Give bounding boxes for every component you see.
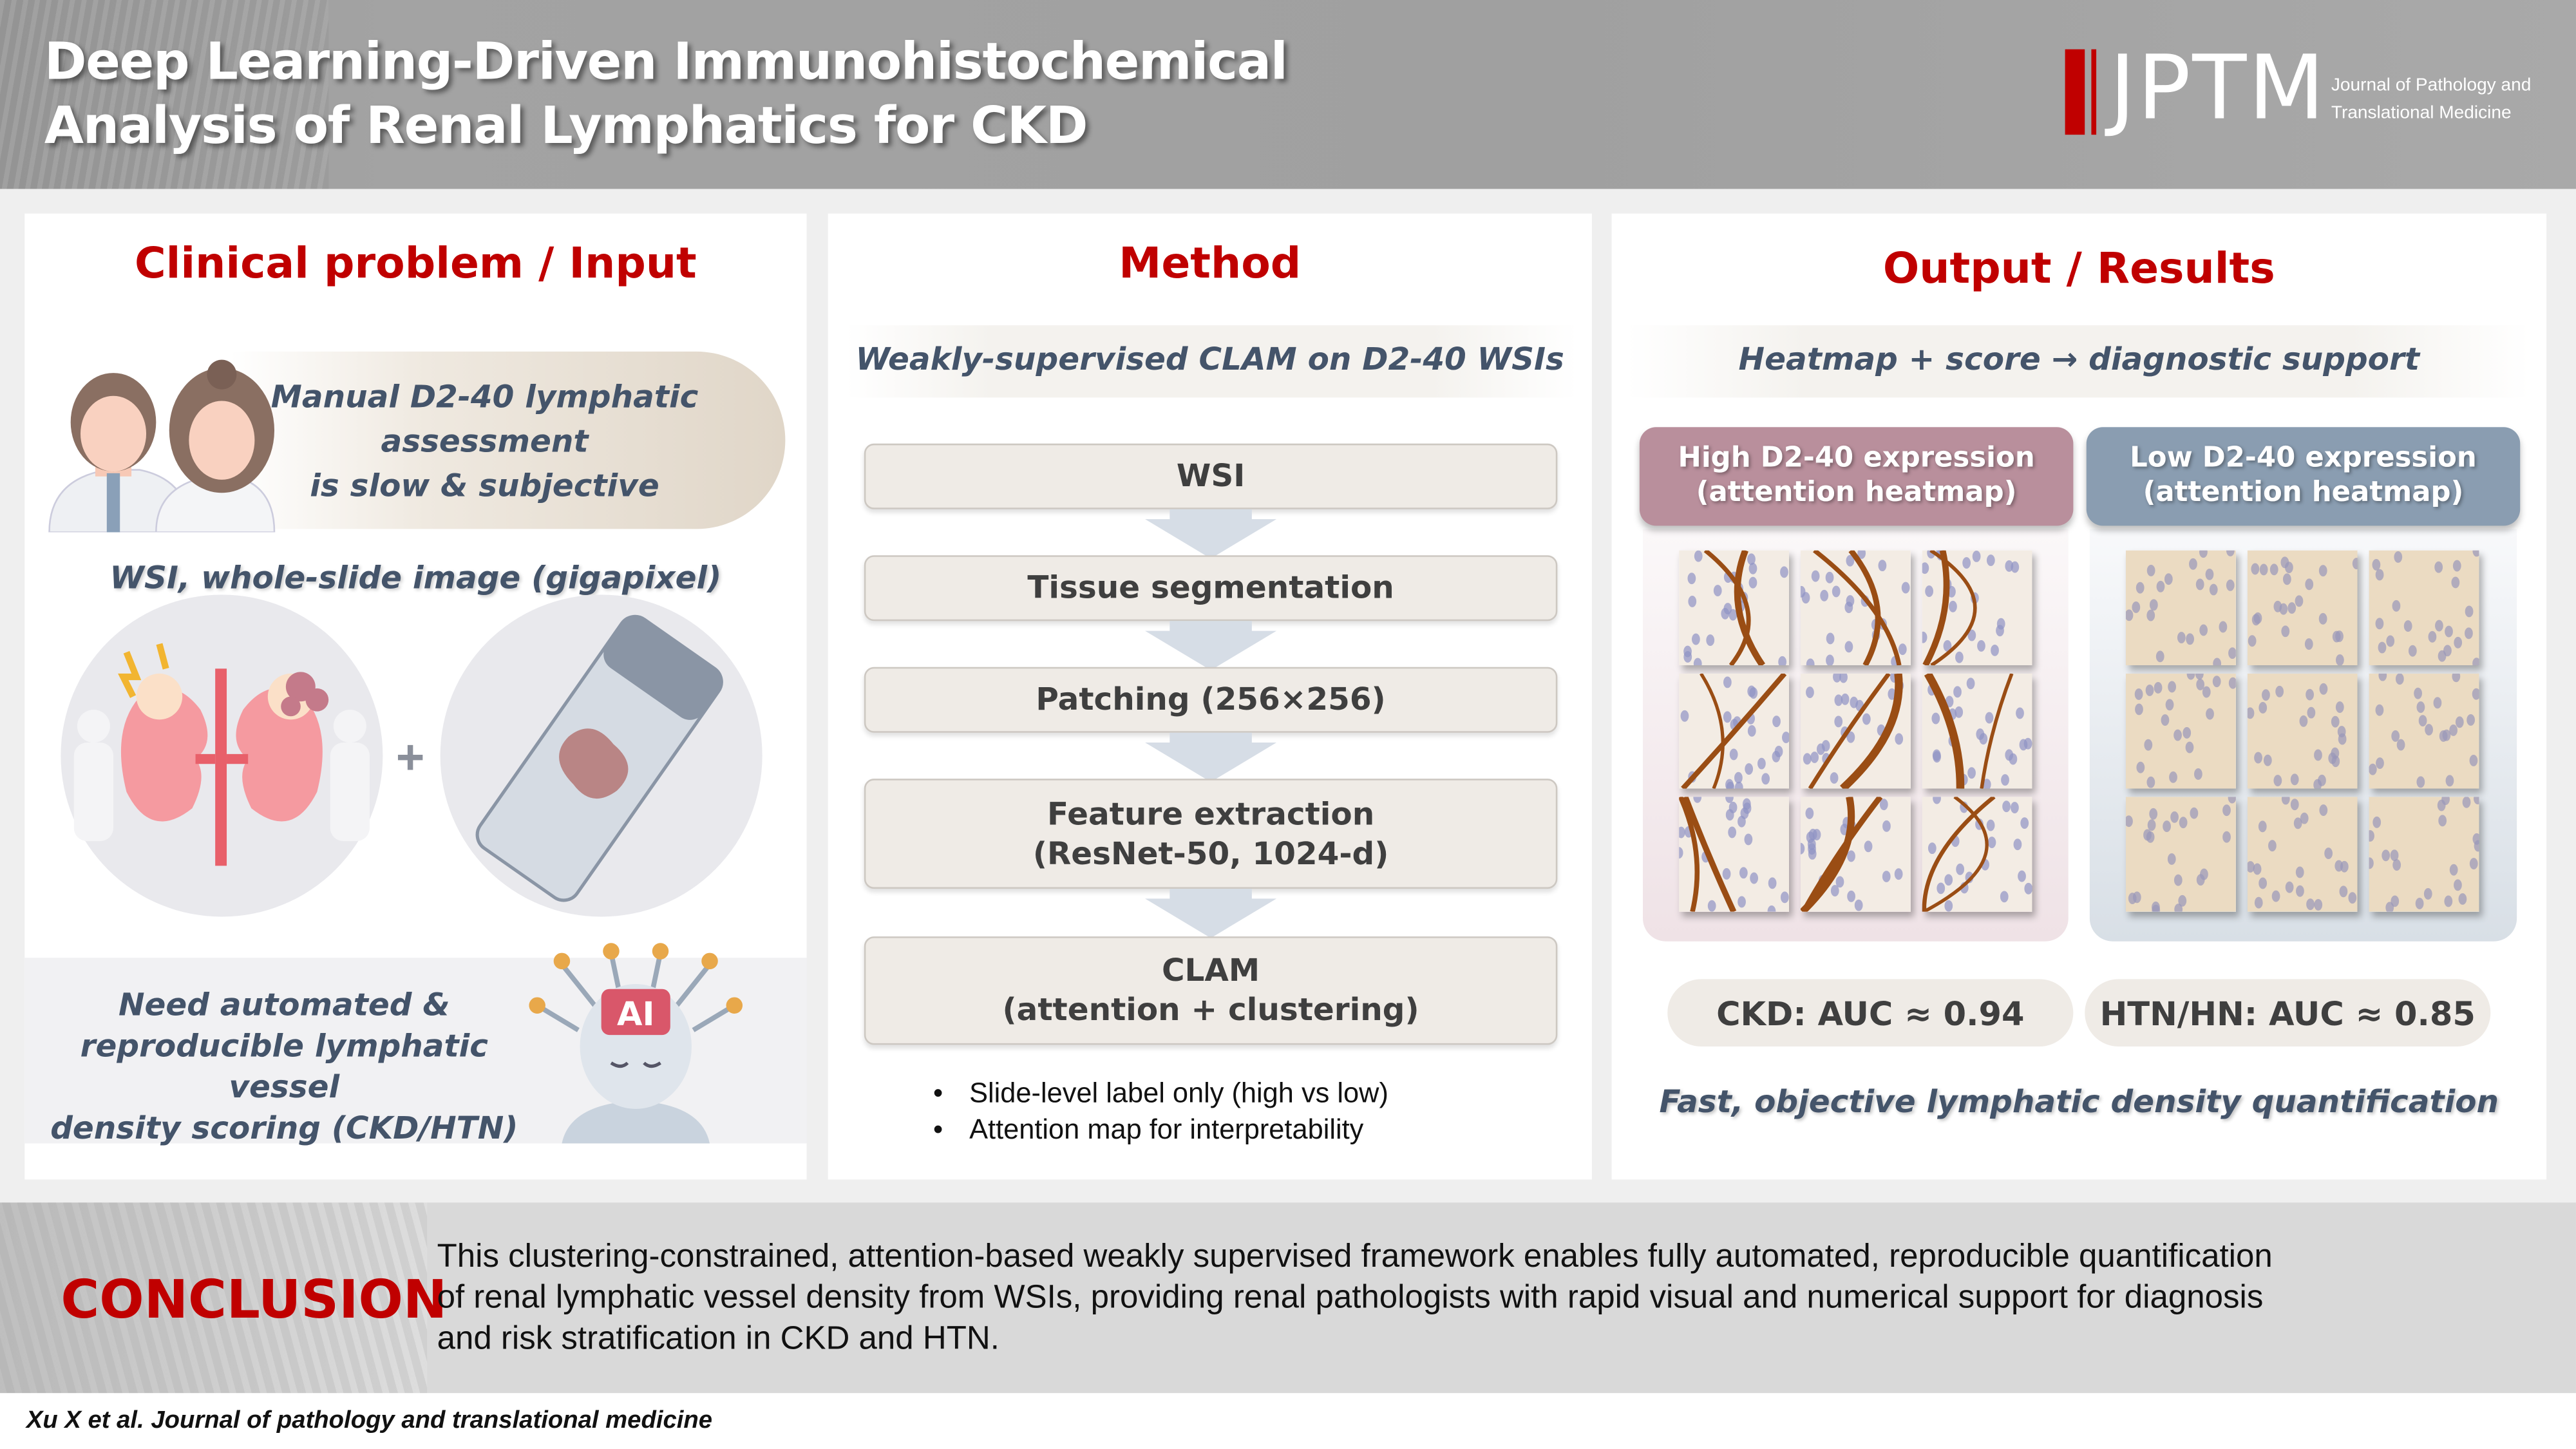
conclusion-line: This clustering-constrained, attention-b…	[437, 1238, 2273, 1275]
high-tiles-box	[1643, 529, 2069, 942]
ihc-tile	[2247, 797, 2358, 912]
need-line: reproducible lymphatic vessel	[80, 1028, 489, 1106]
output-tagline: Fast, objective lymphatic density quanti…	[1659, 1084, 2499, 1121]
step-label: (attention + clustering)	[1002, 992, 1419, 1028]
method-subtitle: Weakly-supervised CLAM on D2-40 WSIs	[855, 341, 1564, 378]
title-line-1: Deep Learning-Driven Immunohistochemical	[44, 33, 1288, 92]
ai-badge: AI	[617, 996, 654, 1034]
ihc-tile	[1922, 797, 2032, 912]
ihc-tile	[1800, 797, 1911, 912]
step-label: Patching (256×256)	[1036, 681, 1386, 718]
need-line: Need automated &	[118, 987, 450, 1024]
panel-output-title: Output / Results	[1882, 245, 2275, 294]
step-label: CLAM	[1161, 952, 1260, 989]
ihc-tile	[2247, 673, 2358, 789]
step-wsi: WSI	[864, 443, 1558, 509]
conclusion-label: CONCLUSION	[61, 1268, 448, 1331]
low-expression-header: Low D2-40 expression (attention heatmap)	[2086, 427, 2521, 526]
header-line: Low D2-40 expression	[2130, 442, 2477, 475]
ckd-auc-badge: CKD: AUC ≈ 0.94	[1667, 979, 2074, 1046]
doctors-icon	[48, 359, 276, 533]
ihc-tile	[2369, 550, 2479, 666]
header-texture	[0, 0, 329, 189]
wsi-caption: WSI, whole-slide image (gigapixel)	[109, 560, 722, 597]
logo-red-bar	[2065, 49, 2085, 135]
htn-auc-badge: HTN/HN: AUC ≈ 0.85	[2085, 979, 2491, 1046]
conclusion-band: CONCLUSION This clustering-constrained, …	[0, 1202, 2576, 1394]
ihc-tile	[1922, 673, 2032, 789]
header-line: (attention heatmap)	[1696, 476, 2017, 509]
step-patching: Patching (256×256)	[864, 667, 1558, 733]
problem-text: Manual D2-40 lymphatic assessment is slo…	[230, 376, 739, 509]
footer: Xu X et al. Journal of pathology and tra…	[0, 1393, 2576, 1449]
bullet-item: Slide-level label only (high vs low)	[933, 1077, 1388, 1110]
header-banner: Deep Learning-Driven Immunohistochemical…	[0, 0, 2576, 189]
need-line: density scoring (CKD/HTN)	[50, 1110, 518, 1147]
header-line: (attention heatmap)	[2143, 476, 2464, 509]
ihc-tile	[1922, 550, 2032, 666]
need-text: Need automated & reproducible lymphatic …	[24, 986, 544, 1150]
step-label: Feature extraction	[1046, 795, 1375, 833]
problem-line: Manual D2-40 lymphatic	[270, 379, 699, 416]
plus-sign: +	[395, 731, 425, 786]
ihc-tile	[2369, 673, 2479, 789]
step-tissue-segmentation: Tissue segmentation	[864, 555, 1558, 621]
ihc-tile	[2369, 797, 2479, 912]
logo-red-line	[2091, 49, 2097, 135]
ihc-tile	[2247, 550, 2358, 666]
ihc-tile	[2125, 673, 2236, 789]
glass-slide-icon	[475, 614, 723, 902]
output-subtitle: Heatmap + score → diagnostic support	[1738, 341, 2420, 378]
step-clam: CLAM (attention + clustering)	[864, 936, 1558, 1045]
journal-logo: JPTM	[2109, 36, 2327, 140]
method-subtitle-band	[846, 325, 1577, 398]
low-tiles-box	[2089, 529, 2517, 942]
ai-head-icon: AI	[529, 943, 743, 1144]
citation: Xu X et al. Journal of pathology and tra…	[26, 1406, 713, 1435]
ihc-tile	[1679, 550, 1790, 666]
bullet-item: Attention map for interpretability	[933, 1114, 1363, 1147]
ihc-tile	[1679, 673, 1790, 789]
ihc-tile	[2125, 797, 2236, 912]
problem-line: is slow & subjective	[310, 468, 659, 505]
ihc-tile	[1679, 797, 1790, 912]
logo-subtitle-1: Journal of Pathology and	[2331, 75, 2532, 95]
problem-pill	[230, 351, 786, 529]
title-line-2: Analysis of Renal Lymphatics for CKD	[44, 97, 1088, 156]
kidney-icon	[73, 643, 370, 866]
panel-method-title: Method	[1119, 240, 1302, 289]
high-expression-header: High D2-40 expression (attention heatmap)	[1639, 427, 2074, 526]
down-arrow-icon	[1145, 743, 1277, 782]
down-arrow-icon	[1145, 519, 1277, 559]
header-line: High D2-40 expression	[1678, 442, 2035, 475]
output-subtitle-band	[1626, 325, 2530, 398]
conclusion-line: and risk stratification in CKD and HTN.	[437, 1321, 999, 1358]
step-label: Tissue segmentation	[1027, 570, 1394, 607]
down-arrow-icon	[1145, 898, 1277, 938]
panel-input-title: Clinical problem / Input	[134, 240, 697, 289]
logo-subtitle-2: Translational Medicine	[2331, 103, 2512, 124]
down-arrow-icon	[1145, 630, 1277, 670]
step-feature-extraction: Feature extraction (ResNet-50, 1024-d)	[864, 779, 1558, 889]
ihc-tile	[1800, 550, 1911, 666]
conclusion-texture	[0, 1202, 428, 1394]
arrow-stem	[1170, 621, 1252, 634]
ihc-tile	[1800, 673, 1911, 789]
problem-line: assessment	[381, 424, 589, 460]
step-label: (ResNet-50, 1024-d)	[1032, 835, 1389, 872]
step-label: WSI	[1176, 458, 1245, 495]
conclusion-line: of renal lymphatic vessel density from W…	[437, 1280, 2264, 1316]
ihc-tile	[2125, 550, 2236, 666]
arrow-stem	[1170, 889, 1252, 902]
